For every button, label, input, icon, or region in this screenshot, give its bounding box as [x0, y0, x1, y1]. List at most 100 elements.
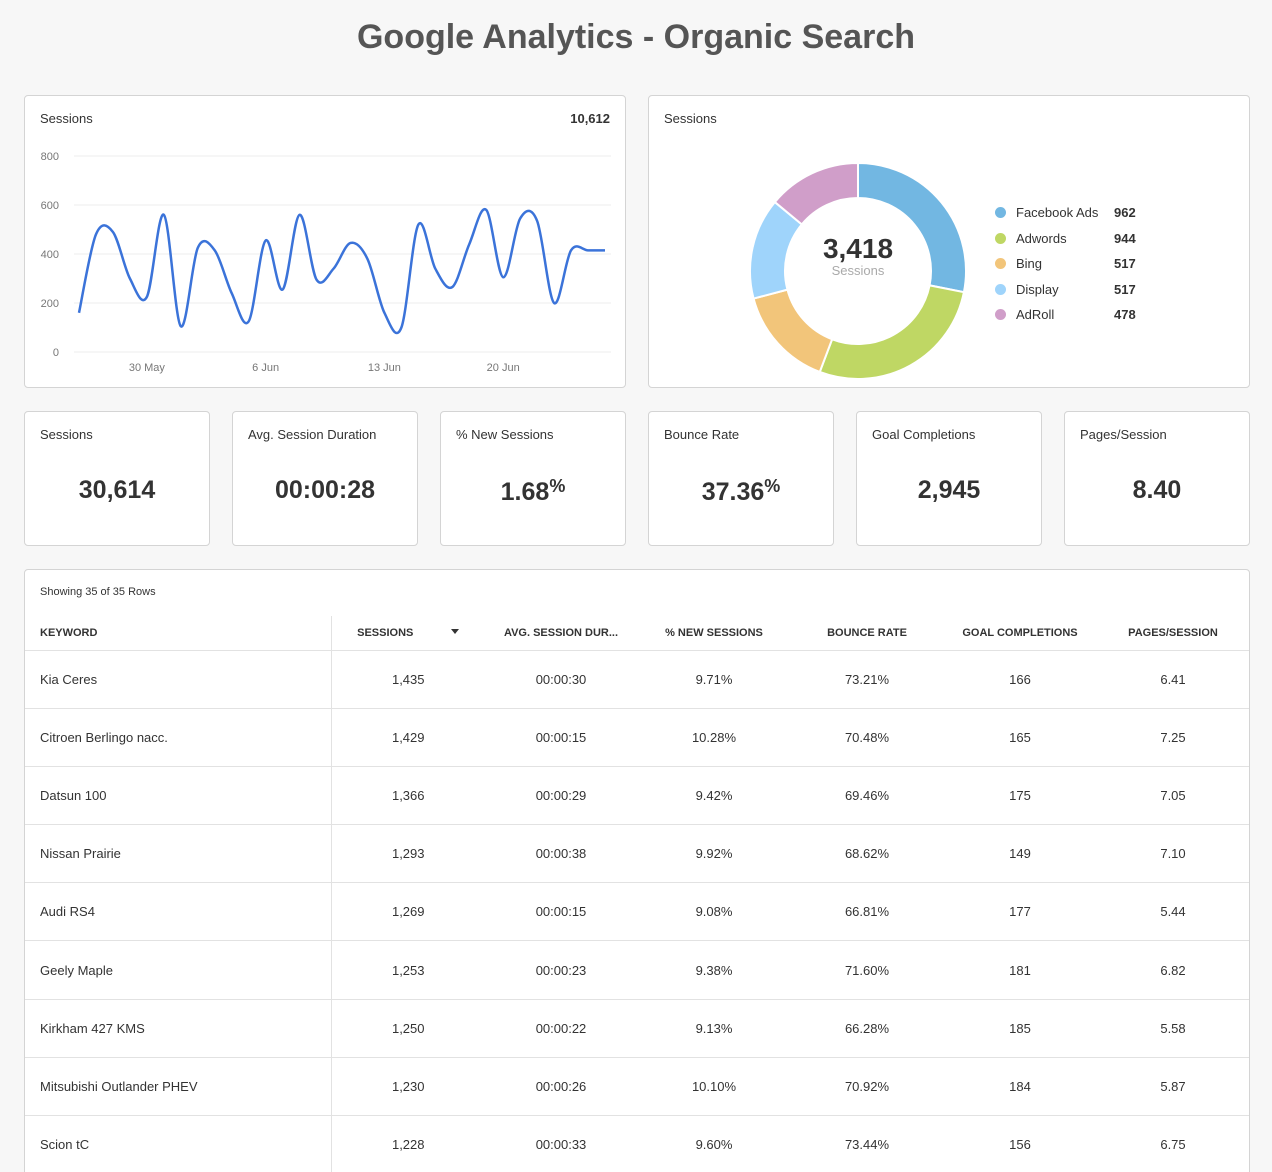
cell-keyword: Datsun 100	[25, 766, 332, 826]
cell-pages-session: 7.25	[1097, 708, 1249, 767]
col-header-goal-completions[interactable]: GOAL COMPLETIONS	[943, 616, 1097, 651]
cell-pages-session: 7.05	[1097, 766, 1249, 826]
cell-bounce-rate: 66.81%	[791, 882, 943, 942]
legend-name: Bing	[1016, 256, 1043, 272]
page-title: Google Analytics - Organic Search	[356, 18, 915, 56]
cell-goal-completions: 175	[943, 766, 1097, 826]
card-label: Sessions	[664, 111, 717, 126]
metric-card-avg-session-duration: Avg. Session Duration 00:00:28	[232, 411, 418, 546]
y-tick-label: 0	[53, 347, 59, 359]
cell-pages-session: 5.58	[1097, 999, 1249, 1058]
cell-keyword: Audi RS4	[25, 882, 332, 942]
keyword-table-card: Showing 35 of 35 Rows KEYWORD SESSIONS A…	[24, 569, 1250, 1172]
x-tick-label: 13 Jun	[368, 362, 401, 374]
metric-card-pages-per-session: Pages/Session 8.40	[1064, 411, 1250, 546]
table-row[interactable]: Audi RS4 1,269 00:00:15 9.08% 66.81% 177 5.44	[25, 882, 1249, 942]
legend-value: 478	[1114, 307, 1136, 323]
legend-value: 517	[1114, 256, 1136, 272]
donut-center-value: 3,418	[822, 233, 894, 264]
cell-goal-completions: 184	[943, 1057, 1097, 1117]
card-label: Sessions	[40, 111, 93, 126]
cell-avg-session-duration: 00:00:22	[485, 999, 637, 1058]
sort-desc-icon[interactable]	[451, 628, 460, 634]
cell-pages-session: 6.82	[1097, 940, 1249, 1000]
cell-bounce-rate: 73.44%	[791, 1115, 943, 1172]
cell-keyword: Kia Ceres	[25, 650, 332, 709]
cell-keyword: Scion tC	[25, 1115, 332, 1172]
col-header-bounce-rate[interactable]: BOUNCE RATE	[791, 616, 943, 651]
cell-new-sessions: 10.10%	[637, 1057, 791, 1117]
cell-new-sessions: 9.92%	[637, 824, 791, 884]
metric-value: 00:00:28	[274, 476, 376, 504]
x-tick-label: 6 Jun	[252, 362, 279, 374]
table-header-row: KEYWORD SESSIONS AVG. SESSION DUR... % N…	[25, 616, 1249, 651]
legend-name: Facebook Ads	[1016, 205, 1099, 221]
col-header-sessions[interactable]: SESSIONS	[331, 616, 485, 651]
metric-label: Goal Completions	[872, 427, 976, 442]
y-tick-label: 200	[41, 298, 59, 310]
table-row[interactable]: Kirkham 427 KMS 1,250 00:00:22 9.13% 66.28% 1…	[25, 999, 1249, 1058]
cell-avg-session-duration: 00:00:15	[485, 882, 637, 942]
table-row[interactable]: Citroen Berlingo nacc. 1,429 00:00:15 10.28…	[25, 708, 1249, 767]
metric-label: Bounce Rate	[664, 427, 740, 442]
cell-new-sessions: 10.28%	[637, 708, 791, 767]
cell-keyword: Citroen Berlingo nacc.	[25, 708, 332, 767]
cell-goal-completions: 181	[943, 940, 1097, 1000]
col-header-new-sessions[interactable]: % NEW SESSIONS	[637, 616, 791, 651]
metric-value: 2,945	[917, 476, 981, 504]
metric-label: Pages/Session	[1080, 427, 1167, 442]
cell-sessions: 1,269	[331, 882, 485, 942]
cell-avg-session-duration: 00:00:33	[485, 1115, 637, 1172]
cell-bounce-rate: 70.48%	[791, 708, 943, 767]
table-row[interactable]: Datsun 100 1,366 00:00:29 9.42% 69.46% 175 7.0…	[25, 766, 1249, 826]
sessions-line-chart-card: Sessions 10,612 800 600 400 200 0 30 May 6 Jun…	[24, 95, 626, 388]
legend-name: AdRoll	[1016, 307, 1055, 323]
cell-bounce-rate: 70.92%	[791, 1057, 943, 1117]
cell-sessions: 1,253	[331, 940, 485, 1000]
metric-value: 30,614	[78, 476, 156, 504]
legend-dot	[995, 232, 1006, 244]
table-row[interactable]: Nissan Prairie 1,293 00:00:38 9.92% 68.62% 14…	[25, 824, 1249, 884]
cell-sessions: 1,293	[331, 824, 485, 884]
table-row[interactable]: Scion tC 1,228 00:00:33 9.60% 73.44% 156 6.75	[25, 1115, 1249, 1172]
legend-item: AdRoll 478	[995, 302, 1136, 328]
table-row-count: Showing 35 of 35 Rows	[40, 586, 156, 598]
cell-sessions: 1,366	[331, 766, 485, 826]
col-header-keyword[interactable]: KEYWORD	[25, 616, 332, 651]
legend-value: 517	[1114, 281, 1136, 297]
cell-keyword: Nissan Prairie	[25, 824, 332, 884]
cell-bounce-rate: 71.60%	[791, 940, 943, 1000]
cell-pages-session: 5.44	[1097, 882, 1249, 942]
legend-value: 962	[1114, 205, 1136, 221]
table-row[interactable]: Geely Maple 1,253 00:00:23 9.38% 71.60% 181 6.…	[25, 940, 1249, 1000]
metric-card-new-sessions: % New Sessions 1.68%	[440, 411, 626, 546]
donut-slice	[773, 161, 859, 226]
cell-bounce-rate: 66.28%	[791, 999, 943, 1058]
cell-bounce-rate: 69.46%	[791, 766, 943, 826]
metric-card-goal-completions: Goal Completions 2,945	[856, 411, 1042, 546]
metric-label: Sessions	[40, 427, 93, 442]
sessions-series-line	[77, 208, 605, 335]
cell-goal-completions: 156	[943, 1115, 1097, 1172]
metric-label: Avg. Session Duration	[248, 427, 377, 442]
legend-dot	[995, 309, 1006, 321]
col-header-avg-session-duration[interactable]: AVG. SESSION DUR...	[485, 616, 637, 651]
cell-avg-session-duration: 00:00:26	[485, 1057, 637, 1117]
sessions-donut-card: Sessions 3,418 Sessions Facebook Ads 962…	[648, 95, 1250, 388]
table-row[interactable]: Mitsubishi Outlander PHEV 1,230 00:00:26 10…	[25, 1057, 1249, 1117]
col-header-pages-session[interactable]: PAGES/SESSION	[1097, 616, 1249, 651]
y-tick-label: 600	[41, 200, 59, 212]
table-row[interactable]: Kia Ceres 1,435 00:00:30 9.71% 73.21% 166 6.41	[25, 650, 1249, 709]
cell-pages-session: 6.75	[1097, 1115, 1249, 1172]
cell-sessions: 1,228	[331, 1115, 485, 1172]
legend-name: Display	[1016, 281, 1059, 297]
cell-new-sessions: 9.42%	[637, 766, 791, 826]
cell-sessions: 1,429	[331, 708, 485, 767]
cell-goal-completions: 149	[943, 824, 1097, 884]
legend-item: Display 517	[995, 277, 1136, 303]
metric-card-sessions: Sessions 30,614	[24, 411, 210, 546]
cell-bounce-rate: 73.21%	[791, 650, 943, 709]
cell-goal-completions: 177	[943, 882, 1097, 942]
cell-new-sessions: 9.13%	[637, 999, 791, 1058]
metric-value: 8.40	[1132, 476, 1182, 504]
